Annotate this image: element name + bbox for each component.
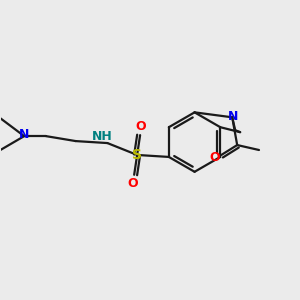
Text: NH: NH	[92, 130, 113, 142]
Text: S: S	[132, 148, 142, 162]
Text: O: O	[128, 177, 139, 190]
Text: O: O	[209, 152, 220, 164]
Text: N: N	[228, 110, 238, 123]
Text: N: N	[19, 128, 29, 141]
Text: O: O	[136, 120, 146, 133]
